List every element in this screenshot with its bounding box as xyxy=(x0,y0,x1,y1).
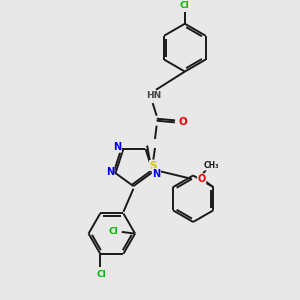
Text: S: S xyxy=(150,160,157,170)
Text: N: N xyxy=(152,169,160,178)
Text: O: O xyxy=(197,174,206,184)
Text: N: N xyxy=(106,167,114,177)
Text: N: N xyxy=(113,142,122,152)
Text: Cl: Cl xyxy=(180,1,190,10)
Text: CH₃: CH₃ xyxy=(203,161,219,170)
Text: O: O xyxy=(178,117,187,128)
Text: Cl: Cl xyxy=(109,227,119,236)
Text: HN: HN xyxy=(146,91,161,100)
Text: Cl: Cl xyxy=(96,271,106,280)
